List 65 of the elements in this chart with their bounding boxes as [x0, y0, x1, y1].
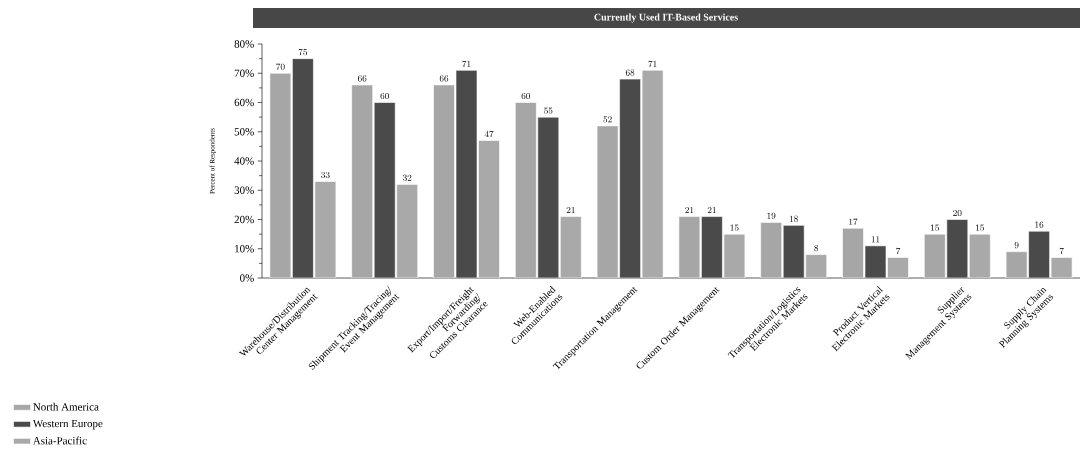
data-label: 70: [276, 63, 285, 70]
bar: [805, 254, 827, 278]
data-label: 68: [625, 69, 635, 76]
bar: [641, 70, 664, 278]
bar: [701, 216, 723, 278]
bar: [924, 233, 946, 278]
data-label: 52: [603, 116, 612, 123]
data-label: 47: [484, 130, 494, 138]
legend-label: Western Europe: [32, 419, 103, 430]
data-label: 15: [730, 224, 739, 231]
data-label: 21: [707, 206, 716, 213]
bar: [782, 225, 805, 278]
data-label: 7: [1059, 247, 1064, 255]
y-tick-label: 10%: [235, 245, 254, 253]
bar: [478, 140, 500, 278]
data-label: 66: [357, 75, 367, 82]
y-tick-label: 30%: [234, 186, 254, 194]
data-label: 55: [544, 107, 553, 114]
chart-title: Currently Used IT-Based Services: [594, 13, 738, 23]
bar: [455, 70, 478, 278]
bar: [619, 78, 641, 278]
data-label: 21: [566, 206, 575, 213]
bar: [760, 222, 782, 278]
bar: [351, 84, 373, 278]
data-label: 9: [1014, 242, 1019, 249]
data-label: 17: [849, 218, 858, 225]
y-tick-label: 80%: [234, 40, 254, 48]
bar: [560, 216, 582, 278]
bar: [292, 58, 314, 278]
data-label: 60: [521, 92, 531, 100]
data-label: 32: [402, 174, 412, 181]
y-tick-label: 50%: [234, 128, 254, 136]
bar: [269, 72, 292, 278]
data-label: 15: [931, 224, 939, 231]
y-tick-label: 60%: [234, 98, 254, 107]
y-tick-label: 40%: [234, 157, 254, 165]
bar: [969, 233, 991, 278]
bar: [396, 184, 418, 278]
data-label: 21: [685, 206, 694, 213]
y-tick-label: 0%: [240, 274, 254, 282]
y-tick-label: 20%: [234, 215, 254, 224]
data-label: 75: [298, 48, 308, 56]
data-label: 11: [871, 236, 880, 243]
data-label: 66: [439, 75, 449, 82]
data-label: 71: [462, 60, 471, 67]
bar: [842, 227, 864, 278]
data-label: 8: [814, 245, 819, 252]
data-label: 33: [321, 171, 330, 179]
data-label: 7: [896, 247, 901, 255]
y-tick-label: 70%: [234, 69, 254, 77]
data-label: 18: [789, 215, 798, 222]
data-label: 71: [648, 60, 657, 67]
legend-label: Asia-Pacific: [32, 436, 87, 445]
legend-label: North America: [33, 402, 99, 411]
data-label: 16: [1035, 221, 1044, 228]
bar: [946, 219, 969, 278]
data-label: 60: [380, 92, 389, 100]
bar: [433, 84, 455, 278]
bar: [1028, 230, 1050, 278]
bar: [515, 102, 537, 278]
data-label: 15: [976, 224, 984, 231]
bar: [537, 116, 560, 278]
data-label: 19: [767, 212, 776, 220]
data-label: 20: [953, 209, 962, 217]
bar: [373, 102, 396, 278]
